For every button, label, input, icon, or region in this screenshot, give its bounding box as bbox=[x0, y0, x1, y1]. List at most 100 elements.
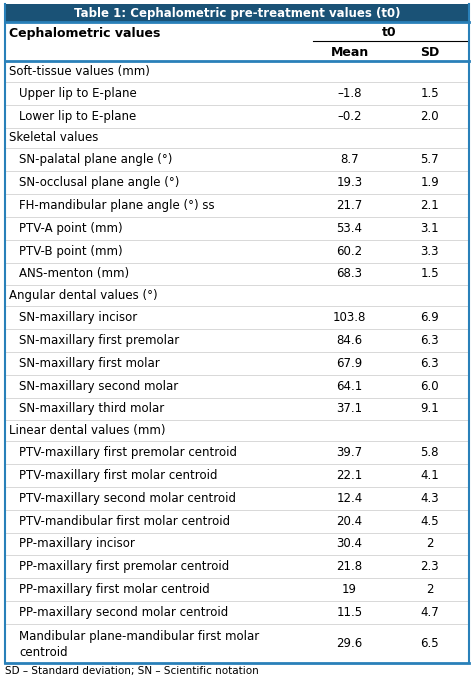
Bar bbox=[5, 285, 469, 306]
Text: Lower lip to E-plane: Lower lip to E-plane bbox=[19, 109, 136, 123]
Bar bbox=[5, 420, 469, 441]
Text: 64.1: 64.1 bbox=[337, 380, 363, 393]
Text: t0: t0 bbox=[382, 27, 396, 40]
Bar bbox=[5, 217, 469, 240]
Text: 2.3: 2.3 bbox=[420, 560, 439, 573]
Text: SD – Standard deviation; SN – Scientific notation: SD – Standard deviation; SN – Scientific… bbox=[5, 666, 259, 676]
Text: PTV-maxillary first premolar centroid: PTV-maxillary first premolar centroid bbox=[19, 446, 237, 459]
Text: SN-maxillary second molar: SN-maxillary second molar bbox=[19, 380, 178, 393]
Text: 9.1: 9.1 bbox=[420, 402, 439, 415]
Text: 2.1: 2.1 bbox=[420, 199, 439, 212]
Text: 5.8: 5.8 bbox=[420, 446, 439, 459]
Text: PTV-mandibular first molar centroid: PTV-mandibular first molar centroid bbox=[19, 515, 230, 528]
Bar bbox=[5, 579, 469, 601]
Text: SN-maxillary third molar: SN-maxillary third molar bbox=[19, 402, 164, 415]
Text: SD: SD bbox=[420, 46, 439, 59]
Bar bbox=[5, 441, 469, 464]
Text: 30.4: 30.4 bbox=[337, 538, 363, 550]
Text: PP-maxillary first molar centroid: PP-maxillary first molar centroid bbox=[19, 583, 210, 596]
Text: 84.6: 84.6 bbox=[337, 334, 363, 347]
Text: PP-maxillary incisor: PP-maxillary incisor bbox=[19, 538, 135, 550]
Bar bbox=[5, 329, 469, 352]
Text: 11.5: 11.5 bbox=[337, 606, 363, 619]
Text: 6.9: 6.9 bbox=[420, 311, 439, 324]
Text: 4.1: 4.1 bbox=[420, 469, 439, 482]
Bar bbox=[5, 352, 469, 375]
Text: 4.3: 4.3 bbox=[420, 492, 439, 505]
Text: PTV-maxillary first molar centroid: PTV-maxillary first molar centroid bbox=[19, 469, 218, 482]
Text: Mandibular plane-mandibular first molar: Mandibular plane-mandibular first molar bbox=[19, 630, 259, 643]
Text: 53.4: 53.4 bbox=[337, 222, 363, 235]
Text: ANS-menton (mm): ANS-menton (mm) bbox=[19, 268, 129, 281]
Text: 3.3: 3.3 bbox=[420, 245, 439, 257]
Text: 8.7: 8.7 bbox=[340, 153, 359, 167]
Text: 67.9: 67.9 bbox=[337, 357, 363, 370]
Text: Angular dental values (°): Angular dental values (°) bbox=[9, 290, 158, 303]
Bar bbox=[5, 375, 469, 398]
Text: Cephalometric values: Cephalometric values bbox=[9, 27, 160, 40]
Text: –0.2: –0.2 bbox=[337, 109, 362, 123]
Text: centroid: centroid bbox=[19, 645, 68, 658]
Text: 12.4: 12.4 bbox=[337, 492, 363, 505]
Text: 20.4: 20.4 bbox=[337, 515, 363, 528]
Bar bbox=[5, 601, 469, 624]
Text: Table 1: Cephalometric pre-treatment values (t0): Table 1: Cephalometric pre-treatment val… bbox=[74, 7, 400, 20]
Text: SN-maxillary first molar: SN-maxillary first molar bbox=[19, 357, 160, 370]
Bar bbox=[5, 148, 469, 171]
Bar bbox=[5, 61, 469, 82]
Text: 60.2: 60.2 bbox=[337, 245, 363, 257]
Text: SN-palatal plane angle (°): SN-palatal plane angle (°) bbox=[19, 153, 173, 167]
Bar bbox=[5, 194, 469, 217]
Text: 6.3: 6.3 bbox=[420, 334, 439, 347]
Bar bbox=[5, 398, 469, 420]
Bar bbox=[5, 240, 469, 262]
Bar bbox=[5, 510, 469, 533]
Bar bbox=[5, 464, 469, 487]
Bar bbox=[5, 171, 469, 194]
Text: Mean: Mean bbox=[330, 46, 369, 59]
Text: 19: 19 bbox=[342, 583, 357, 596]
Bar bbox=[5, 128, 469, 148]
Text: FH-mandibular plane angle (°) ss: FH-mandibular plane angle (°) ss bbox=[19, 199, 215, 212]
Text: 2: 2 bbox=[426, 583, 433, 596]
Text: 6.0: 6.0 bbox=[420, 380, 439, 393]
Bar bbox=[5, 533, 469, 555]
Text: 3.1: 3.1 bbox=[420, 222, 439, 235]
Bar bbox=[5, 44, 469, 61]
Bar bbox=[5, 262, 469, 285]
Bar bbox=[5, 104, 469, 128]
Text: 1.9: 1.9 bbox=[420, 176, 439, 189]
Text: SN-maxillary first premolar: SN-maxillary first premolar bbox=[19, 334, 179, 347]
Bar bbox=[5, 306, 469, 329]
Text: 6.3: 6.3 bbox=[420, 357, 439, 370]
Bar bbox=[5, 4, 469, 22]
Text: SN-occlusal plane angle (°): SN-occlusal plane angle (°) bbox=[19, 176, 179, 189]
Text: 22.1: 22.1 bbox=[337, 469, 363, 482]
Text: 21.7: 21.7 bbox=[337, 199, 363, 212]
Text: 4.7: 4.7 bbox=[420, 606, 439, 619]
Text: 1.5: 1.5 bbox=[420, 268, 439, 281]
Text: 19.3: 19.3 bbox=[337, 176, 363, 189]
Text: PTV-B point (mm): PTV-B point (mm) bbox=[19, 245, 123, 257]
Text: 103.8: 103.8 bbox=[333, 311, 366, 324]
Text: 39.7: 39.7 bbox=[337, 446, 363, 459]
Text: PP-maxillary first premolar centroid: PP-maxillary first premolar centroid bbox=[19, 560, 229, 573]
Text: Linear dental values (mm): Linear dental values (mm) bbox=[9, 424, 165, 437]
Text: PP-maxillary second molar centroid: PP-maxillary second molar centroid bbox=[19, 606, 228, 619]
Text: PTV-maxillary second molar centroid: PTV-maxillary second molar centroid bbox=[19, 492, 236, 505]
Text: 6.5: 6.5 bbox=[420, 637, 439, 650]
Text: Soft-tissue values (mm): Soft-tissue values (mm) bbox=[9, 65, 150, 78]
Text: 2: 2 bbox=[426, 538, 433, 550]
Text: 37.1: 37.1 bbox=[337, 402, 363, 415]
Text: –1.8: –1.8 bbox=[337, 87, 362, 100]
Text: Skeletal values: Skeletal values bbox=[9, 131, 99, 145]
Bar bbox=[5, 487, 469, 510]
Text: 21.8: 21.8 bbox=[337, 560, 363, 573]
Bar bbox=[5, 22, 469, 44]
Text: 29.6: 29.6 bbox=[337, 637, 363, 650]
Text: 1.5: 1.5 bbox=[420, 87, 439, 100]
Text: SN-maxillary incisor: SN-maxillary incisor bbox=[19, 311, 137, 324]
Text: PTV-A point (mm): PTV-A point (mm) bbox=[19, 222, 123, 235]
Text: 4.5: 4.5 bbox=[420, 515, 439, 528]
Text: 5.7: 5.7 bbox=[420, 153, 439, 167]
